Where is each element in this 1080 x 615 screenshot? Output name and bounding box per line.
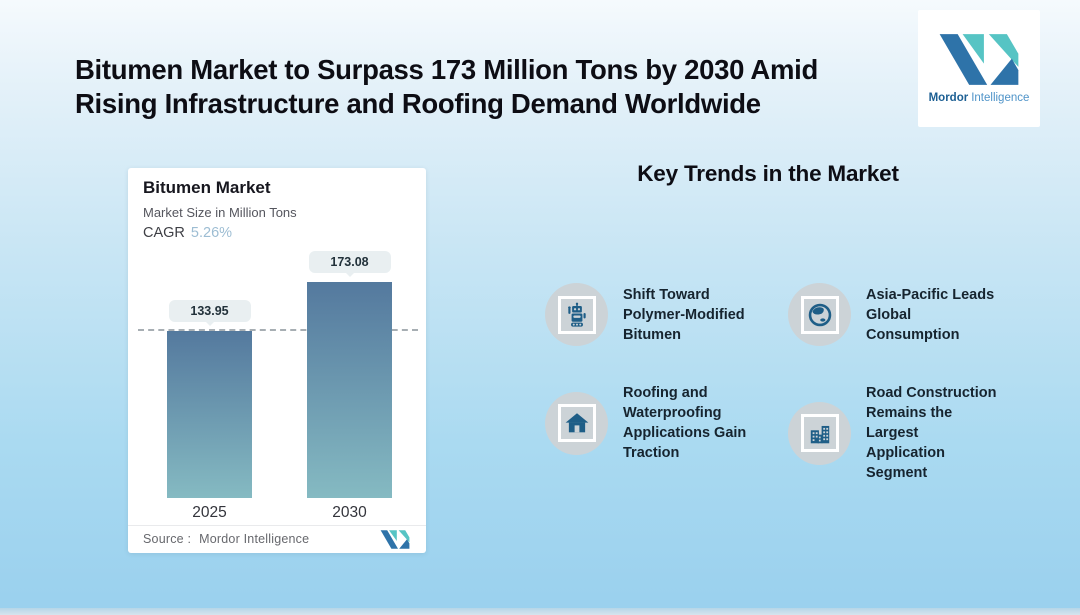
brand-logo-card: Mordor Intelligence xyxy=(918,10,1040,127)
robot-icon xyxy=(567,302,586,327)
bar-2030 xyxy=(307,282,392,498)
bar-group-2030: 173.08 xyxy=(307,251,392,498)
chart-title: Bitumen Market xyxy=(143,178,271,197)
trend-text-line: Global xyxy=(866,306,912,323)
bottom-strip xyxy=(0,608,1080,615)
trend-item-roofing: Roofing and Waterproofing Applications G… xyxy=(545,383,785,463)
source-label: Source : xyxy=(143,532,192,546)
bar-plot: 133.95 173.08 xyxy=(128,251,426,498)
trend-icon-circle xyxy=(545,283,608,346)
brand-logo-text: Mordor Intelligence xyxy=(929,92,1030,104)
cagr-value: 5.26% xyxy=(190,225,233,241)
cagr-label: CAGR xyxy=(143,225,185,241)
bar-2025 xyxy=(167,331,252,498)
page-title-line-2: Rising Infrastructure and Roofing Demand… xyxy=(75,87,761,119)
market-chart-card: Bitumen Market Market Size in Million To… xyxy=(128,168,426,553)
trend-text-line: Asia-Pacific Leads xyxy=(866,286,995,303)
trend-icon-circle xyxy=(545,391,608,455)
trend-text-line: Traction xyxy=(623,445,680,461)
trend-text-line: Polymer-Modified xyxy=(623,306,745,323)
bar-value-label: 173.08 xyxy=(330,255,369,269)
trend-text-line: Bitumen xyxy=(623,326,681,343)
trend-icon-circle xyxy=(788,283,851,346)
trend-text-line: Remains the xyxy=(866,405,953,421)
trend-text: Roofing and Waterproofing Applications G… xyxy=(623,383,757,463)
x-tick-label-2025: 2025 xyxy=(192,504,227,521)
x-tick-label-2030: 2030 xyxy=(332,504,367,521)
icon-frame xyxy=(800,414,839,452)
card-divider xyxy=(128,525,426,526)
trend-text: Road Construction Remains the Largest Ap… xyxy=(866,383,1000,483)
trend-icon-circle xyxy=(788,401,851,465)
page-title: Bitumen Market to Surpass 173 Million To… xyxy=(75,53,935,120)
bar-group-2025: 133.95 xyxy=(167,282,252,498)
trend-text-line: Largest Application xyxy=(866,425,945,461)
value-pill: 173.08 xyxy=(308,251,391,273)
trend-text-line: Applications Gain xyxy=(623,425,747,441)
globe-icon xyxy=(808,303,831,326)
house-icon xyxy=(565,413,588,433)
trend-text-line: Road Construction xyxy=(866,385,997,401)
trend-item-asia-pacific: Asia-Pacific Leads Global Consumption xyxy=(788,283,1028,346)
trend-text: Shift Toward Polymer-Modified Bitumen xyxy=(623,285,757,345)
source-row: Source : Mordor Intelligence xyxy=(143,532,309,546)
trends-heading: Key Trends in the Market xyxy=(637,161,899,186)
page-title-line-1: Bitumen Market to Surpass 173 Million To… xyxy=(75,54,818,85)
brand-name-bold: Mordor xyxy=(928,91,969,104)
icon-frame xyxy=(557,404,596,442)
trend-item-road-construction: Road Construction Remains the Largest Ap… xyxy=(788,383,1028,483)
trend-text-line: Segment xyxy=(866,465,928,481)
source-value: Mordor Intelligence xyxy=(199,532,310,546)
chart-subtitle: Market Size in Million Tons xyxy=(143,205,297,220)
trend-text: Asia-Pacific Leads Global Consumption xyxy=(866,285,1000,345)
trend-text-line: Consumption xyxy=(866,326,960,343)
trend-text-line: Waterproofing xyxy=(623,405,722,421)
value-pill: 133.95 xyxy=(168,300,251,322)
dashed-reference-line xyxy=(138,329,418,331)
mordor-intelligence-logo-icon xyxy=(939,33,1019,85)
brand-name-light: Intelligence xyxy=(971,91,1030,104)
mordor-intelligence-logo-icon-small xyxy=(380,530,410,549)
trend-text-line: Shift Toward xyxy=(623,286,710,303)
bar-value-label: 133.95 xyxy=(190,304,229,318)
trend-item-polymer-modified: Shift Toward Polymer-Modified Bitumen xyxy=(545,283,785,346)
chart-cagr: CAGR 5.26% xyxy=(143,225,232,241)
icon-frame xyxy=(800,295,839,334)
icon-frame xyxy=(557,295,596,334)
trend-text-line: Roofing and xyxy=(623,385,708,401)
buildings-icon xyxy=(810,425,829,444)
